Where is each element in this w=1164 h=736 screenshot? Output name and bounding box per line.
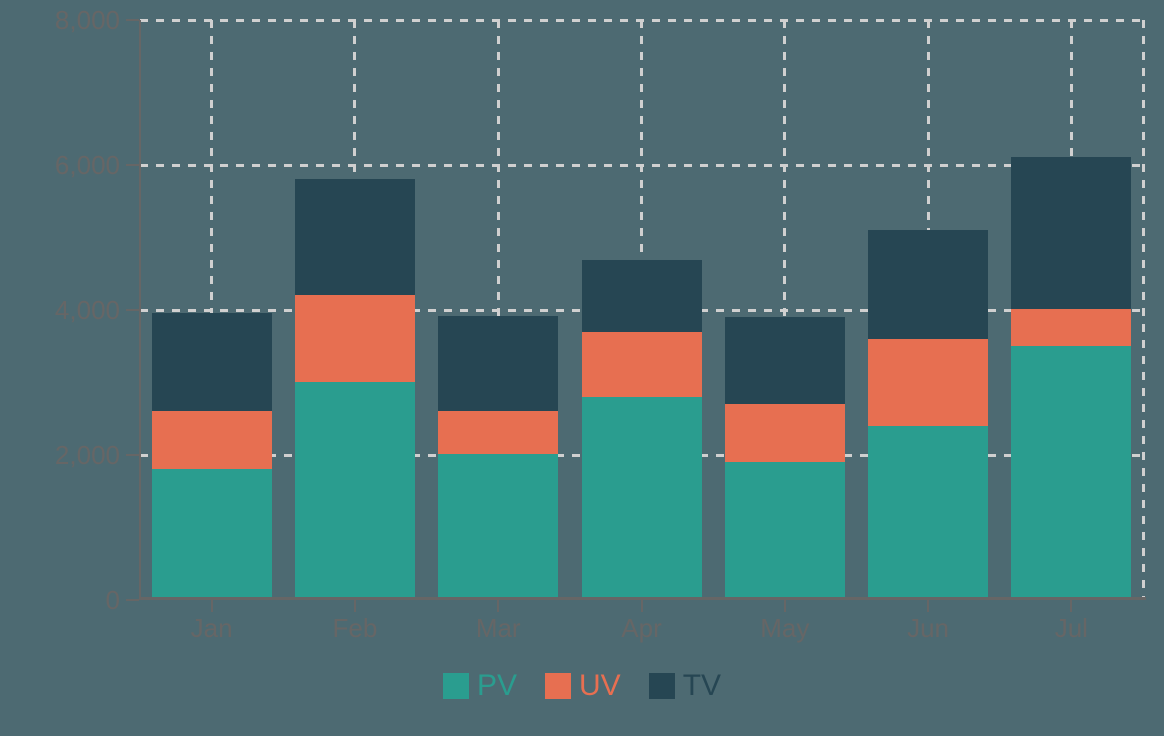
x-axis-label-jun: Jun <box>907 613 950 643</box>
y-axis-tick-2000 <box>126 454 139 456</box>
legend-swatch-tv-icon <box>648 673 675 699</box>
legend-item-uv: UV <box>545 670 621 702</box>
bar-feb-uv-segment <box>294 294 415 382</box>
legend-label-uv: UV <box>579 669 621 702</box>
bar-jun-tv-segment <box>868 229 989 339</box>
x-axis-tick-jul <box>1070 600 1073 612</box>
v-gridline-mar <box>496 20 500 599</box>
v-gridline-right-edge <box>1141 20 1145 599</box>
bar-mar-tv-segment <box>438 316 559 411</box>
bar-jun-pv-segment <box>868 425 989 599</box>
y-axis-label-0: 0 <box>105 585 120 615</box>
y-axis-label-8000: 8,000 <box>54 5 120 35</box>
bar-jan-tv-segment <box>151 312 272 411</box>
x-axis-tick-jan <box>210 600 213 612</box>
x-axis-label-mar: Mar <box>475 613 521 643</box>
bar-jan-pv-segment <box>151 468 272 599</box>
y-axis-tick-8000 <box>126 19 139 21</box>
bar-jan-uv-segment <box>151 410 272 469</box>
y-axis-tick-0 <box>126 599 139 601</box>
x-axis-tick-mar <box>497 600 500 612</box>
y-axis-line <box>139 20 141 600</box>
bar-feb-pv-segment <box>294 381 415 599</box>
v-gridline-jan <box>210 20 214 599</box>
bar-apr-tv-segment <box>581 259 702 333</box>
bar-apr-uv-segment <box>581 332 702 398</box>
legend-item-tv: TV <box>648 669 722 702</box>
plot-area <box>140 20 1143 599</box>
x-axis-label-jan: Jan <box>190 613 233 643</box>
y-axis-label-2000: 2,000 <box>54 440 120 470</box>
bar-mar-uv-segment <box>438 410 559 454</box>
legend: PV UV TV <box>0 669 1164 703</box>
legend-item-pv: PV <box>442 669 517 702</box>
x-axis-line <box>139 597 1146 600</box>
legend-label-pv: PV <box>476 669 517 702</box>
y-axis-label-6000: 6,000 <box>54 150 120 180</box>
y-axis-tick-4000 <box>126 309 139 311</box>
bar-jul-uv-segment <box>1011 309 1132 346</box>
bar-jun-uv-segment <box>868 338 989 426</box>
x-axis-tick-may <box>783 600 786 612</box>
bar-may-tv-segment <box>724 316 845 404</box>
x-axis-label-may: May <box>760 613 810 643</box>
legend-label-tv: TV <box>682 669 722 702</box>
v-gridline-may <box>783 20 787 599</box>
bar-may-pv-segment <box>724 461 845 599</box>
bar-jul-tv-segment <box>1011 156 1132 309</box>
x-axis-tick-apr <box>640 600 643 612</box>
legend-swatch-pv-icon <box>442 673 469 699</box>
x-axis-label-jul: Jul <box>1054 613 1088 643</box>
x-axis-tick-jun <box>927 600 930 612</box>
x-axis-label-apr: Apr <box>621 613 662 643</box>
bar-mar-pv-segment <box>438 454 559 599</box>
bar-apr-pv-segment <box>581 397 702 599</box>
x-axis-label-feb: Feb <box>332 613 378 643</box>
y-axis-label-4000: 4,000 <box>54 295 120 325</box>
bar-may-uv-segment <box>724 403 845 462</box>
y-axis-tick-6000 <box>126 164 139 166</box>
x-axis-tick-feb <box>353 600 356 612</box>
bar-jul-pv-segment <box>1011 345 1132 599</box>
legend-swatch-uv-icon <box>545 673 571 699</box>
bar-feb-tv-segment <box>294 178 415 295</box>
